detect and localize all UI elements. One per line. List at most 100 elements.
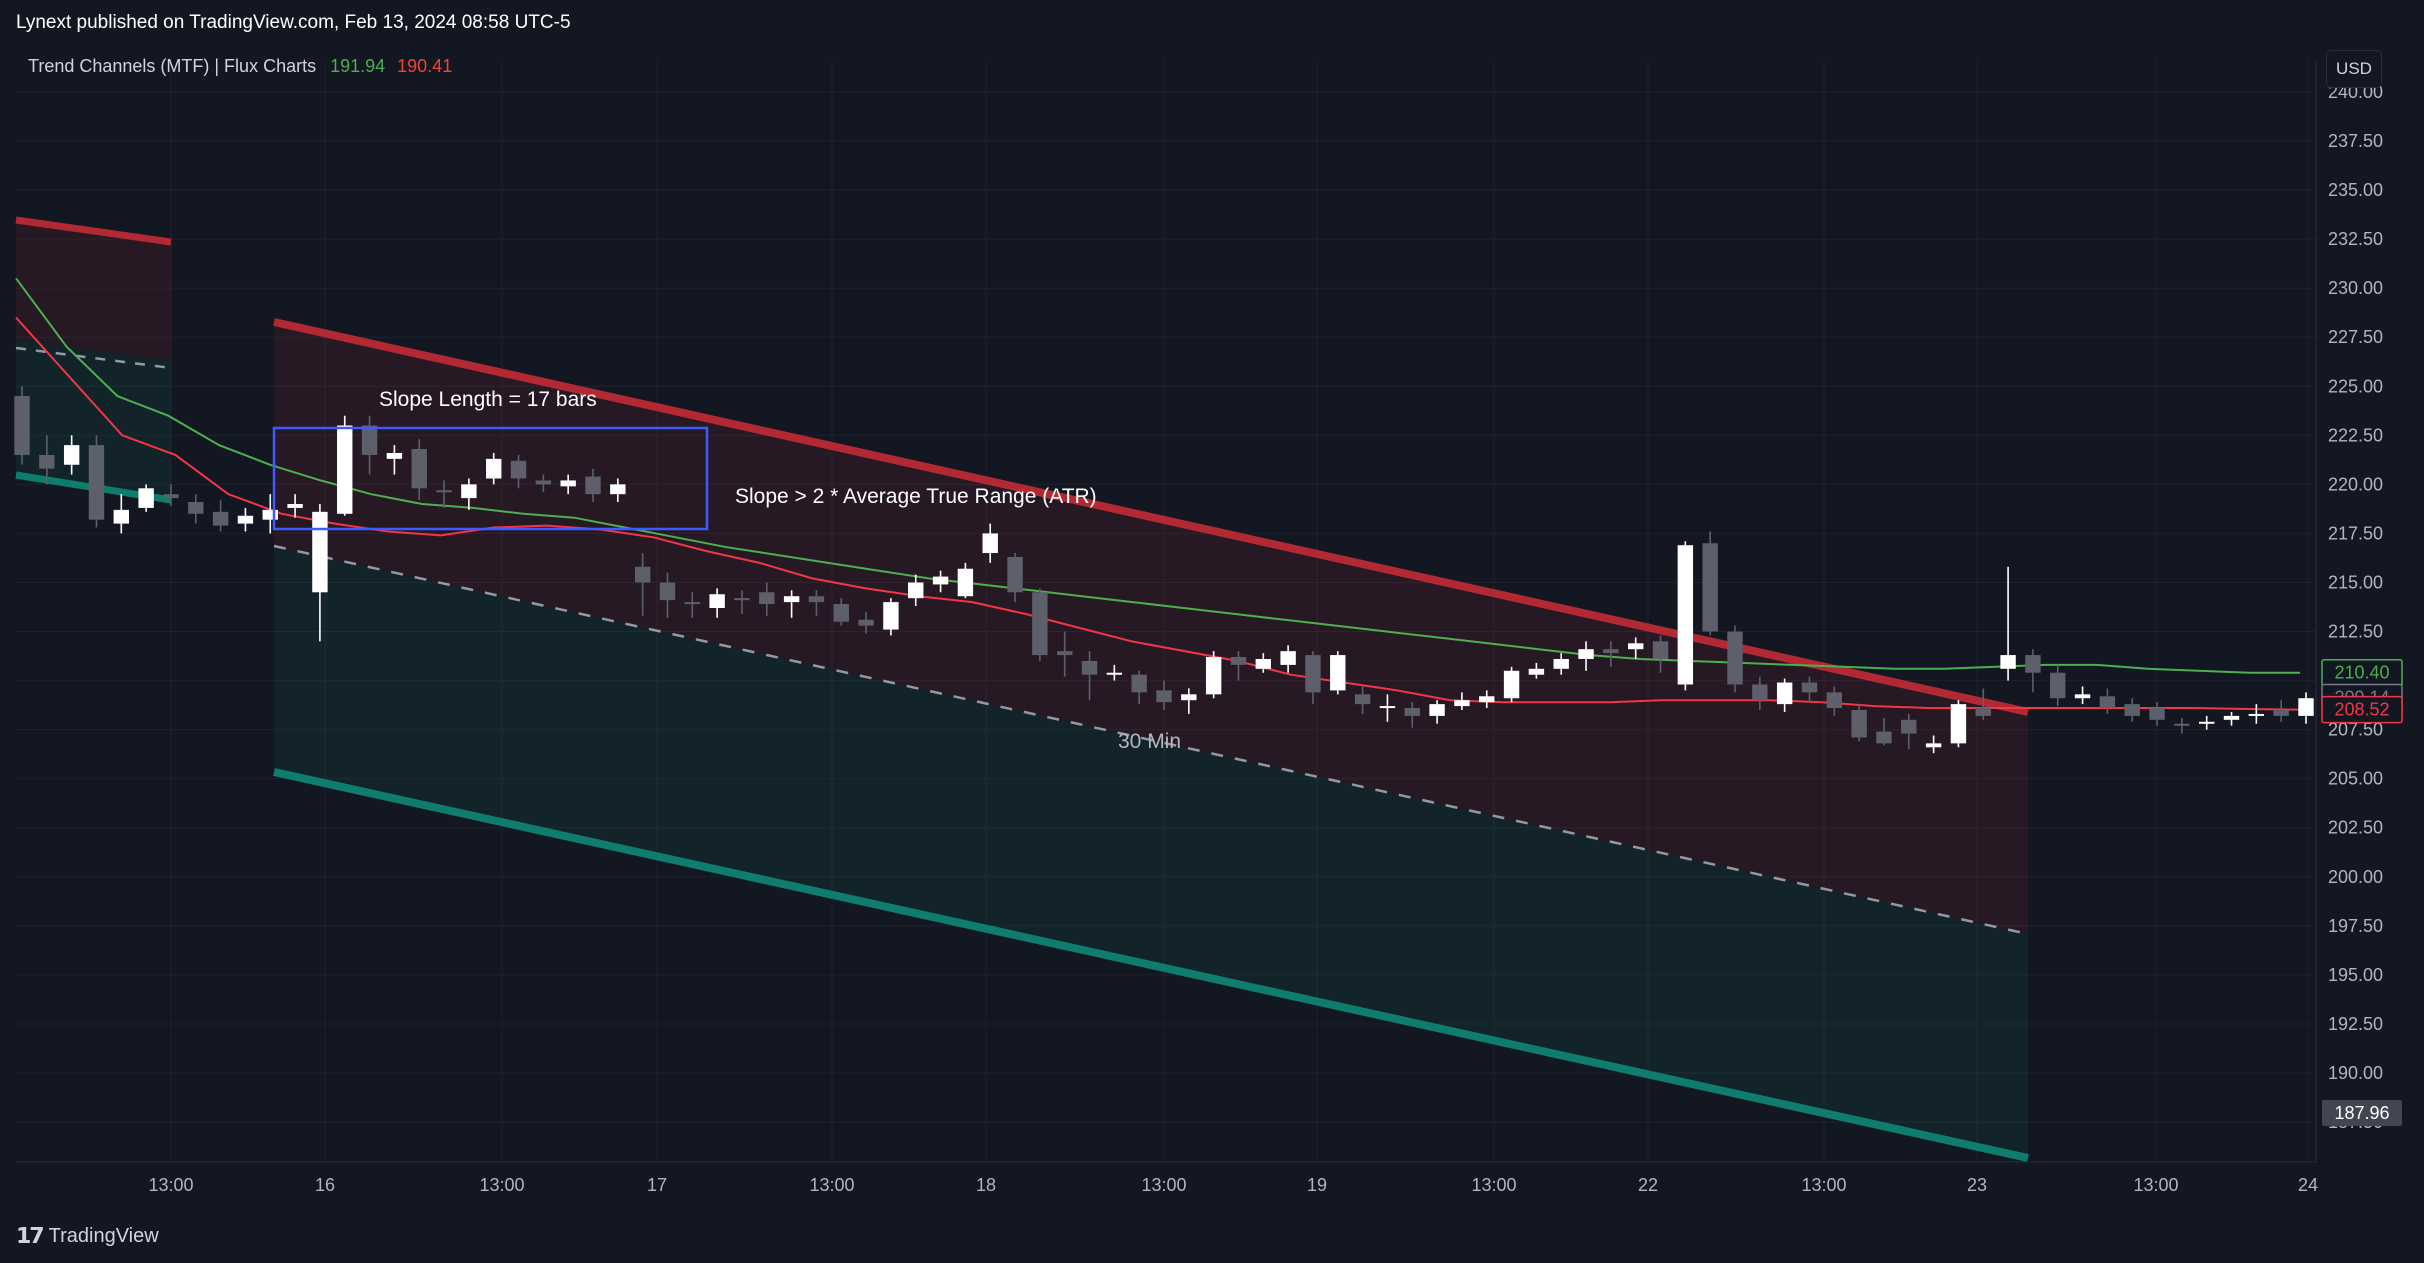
candle-body[interactable] bbox=[2298, 698, 2314, 716]
candle-body[interactable] bbox=[1454, 700, 1470, 707]
candle-body[interactable] bbox=[1305, 655, 1321, 693]
candle-body[interactable] bbox=[1826, 692, 1843, 709]
candle-body[interactable] bbox=[1330, 655, 1346, 691]
candle-body[interactable] bbox=[1007, 556, 1023, 593]
currency-button[interactable]: USD bbox=[2326, 50, 2382, 88]
candle-body[interactable] bbox=[1578, 649, 1594, 659]
candle-body[interactable] bbox=[1255, 658, 1272, 669]
candlesticks[interactable] bbox=[14, 386, 2314, 754]
footer-brand[interactable]: 𝟭𝟳 TradingView bbox=[16, 1223, 159, 1249]
candle-body[interactable] bbox=[510, 460, 527, 479]
candle-body[interactable] bbox=[833, 604, 849, 622]
candle-body[interactable] bbox=[2223, 715, 2240, 720]
candle-body[interactable] bbox=[1553, 658, 1569, 669]
candle-body[interactable] bbox=[1901, 719, 1917, 734]
candle-body[interactable] bbox=[659, 582, 676, 601]
candle-body[interactable] bbox=[2273, 710, 2289, 716]
candle-body[interactable] bbox=[734, 598, 750, 601]
candle-body[interactable] bbox=[2074, 694, 2091, 699]
candle-body[interactable] bbox=[1702, 543, 1718, 632]
candle-body[interactable] bbox=[163, 494, 179, 499]
candle-body[interactable] bbox=[88, 445, 105, 520]
candle-body[interactable] bbox=[63, 445, 80, 465]
candle-body[interactable] bbox=[783, 596, 800, 603]
candle-body[interactable] bbox=[361, 425, 378, 455]
candle-body[interactable] bbox=[883, 602, 899, 630]
candle-body[interactable] bbox=[535, 480, 552, 485]
candle-body[interactable] bbox=[908, 582, 924, 599]
candle-body[interactable] bbox=[1950, 704, 1967, 744]
candle-body[interactable] bbox=[1056, 651, 1073, 656]
candle-body[interactable] bbox=[1627, 643, 1644, 650]
candle-body[interactable] bbox=[2124, 704, 2140, 716]
candle-body[interactable] bbox=[2099, 696, 2116, 709]
candle-body[interactable] bbox=[560, 480, 576, 487]
candle-body[interactable] bbox=[1429, 704, 1445, 716]
candle-body[interactable] bbox=[1280, 651, 1296, 665]
candle-body[interactable] bbox=[1503, 670, 1520, 699]
candle-body[interactable] bbox=[2248, 713, 2265, 716]
candle-body[interactable] bbox=[2025, 655, 2041, 673]
candle-body[interactable] bbox=[1032, 592, 1048, 656]
candle-body[interactable] bbox=[1131, 674, 1147, 693]
time-tick-label: 13:00 bbox=[148, 1175, 193, 1195]
candle-body[interactable] bbox=[337, 425, 353, 514]
candle-body[interactable] bbox=[411, 449, 427, 489]
candle-body[interactable] bbox=[1404, 708, 1420, 716]
candle-body[interactable] bbox=[2198, 721, 2215, 724]
candle-body[interactable] bbox=[610, 484, 626, 495]
candle-body[interactable] bbox=[1528, 668, 1545, 675]
candle-body[interactable] bbox=[1727, 631, 1743, 685]
candle-body[interactable] bbox=[1851, 710, 1867, 738]
candle-body[interactable] bbox=[237, 515, 254, 524]
candle-body[interactable] bbox=[1776, 682, 1793, 705]
candle-body[interactable] bbox=[1106, 672, 1123, 675]
candle-body[interactable] bbox=[2149, 708, 2165, 720]
candle-body[interactable] bbox=[585, 476, 601, 495]
candle-body[interactable] bbox=[1925, 743, 1942, 748]
candle-body[interactable] bbox=[1652, 641, 1669, 659]
candle-body[interactable] bbox=[634, 566, 651, 583]
candle-body[interactable] bbox=[312, 511, 328, 593]
candle-body[interactable] bbox=[188, 502, 204, 514]
candle-body[interactable] bbox=[2000, 655, 2016, 669]
candle-body[interactable] bbox=[1801, 682, 1818, 693]
candle-body[interactable] bbox=[932, 576, 949, 585]
candle-body[interactable] bbox=[1230, 657, 1247, 665]
candle-body[interactable] bbox=[808, 596, 825, 603]
indicator-legend[interactable]: Trend Channels (MTF) | Flux Charts 191.94… bbox=[28, 56, 452, 77]
candle-body[interactable] bbox=[1975, 708, 1991, 716]
candle-body[interactable] bbox=[684, 602, 701, 605]
candle-body[interactable] bbox=[1205, 657, 1222, 695]
candle-body[interactable] bbox=[1752, 684, 1768, 701]
candle-body[interactable] bbox=[1354, 694, 1371, 705]
candle-body[interactable] bbox=[113, 509, 130, 524]
candle-body[interactable] bbox=[386, 452, 403, 459]
candle-body[interactable] bbox=[1081, 660, 1098, 675]
candle-body[interactable] bbox=[485, 458, 502, 479]
candle-body[interactable] bbox=[957, 568, 974, 597]
candle-body[interactable] bbox=[138, 488, 154, 508]
candle-body[interactable] bbox=[759, 592, 775, 605]
candle-body[interactable] bbox=[436, 490, 452, 493]
candle-body[interactable] bbox=[1379, 706, 1396, 709]
candle-body[interactable] bbox=[1156, 690, 1172, 703]
candle-body[interactable] bbox=[1181, 694, 1197, 701]
candle-body[interactable] bbox=[1876, 731, 1892, 744]
candle-body[interactable] bbox=[14, 396, 30, 455]
candle-body[interactable] bbox=[262, 509, 278, 520]
candle-body[interactable] bbox=[709, 594, 725, 608]
candle-body[interactable] bbox=[1677, 545, 1694, 685]
candle-body[interactable] bbox=[212, 511, 229, 526]
time-scale[interactable]: 13:00 16 13:00 17 13:00 18 13:00 19 13:00 22 13:00… bbox=[148, 1175, 2318, 1195]
candle-body[interactable] bbox=[858, 619, 874, 626]
candle-body[interactable] bbox=[39, 454, 55, 469]
candle-body[interactable] bbox=[982, 533, 998, 554]
candle-body[interactable] bbox=[461, 484, 477, 499]
candle-body[interactable] bbox=[2174, 723, 2190, 726]
candle-body[interactable] bbox=[287, 503, 303, 508]
candle-body[interactable] bbox=[2050, 672, 2066, 699]
candle-body[interactable] bbox=[1479, 696, 1495, 703]
candle-body[interactable] bbox=[1603, 649, 1619, 654]
